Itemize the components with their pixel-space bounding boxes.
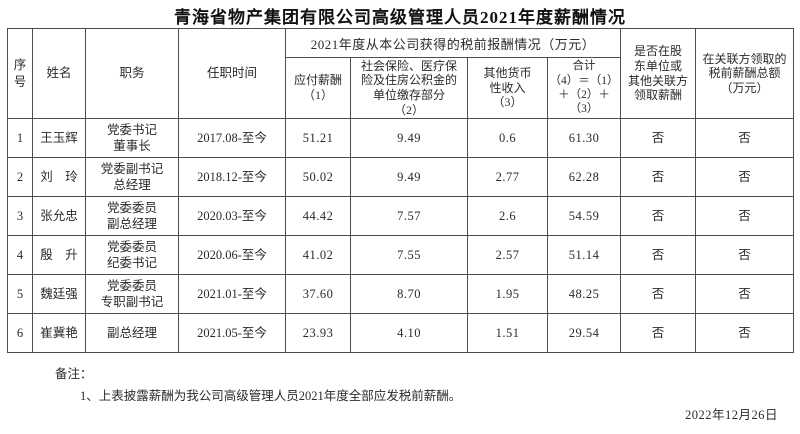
cell-insurance: 7.55 (350, 235, 468, 275)
cell-insurance: 9.49 (350, 118, 468, 158)
cell-other: 1.51 (467, 313, 548, 353)
col-header-total: 合计 （4）＝（1） ＋（2）＋ （3） (546, 57, 622, 119)
col-header-payable: 应付薪酬 （1） (285, 57, 351, 119)
cell-seq: 5 (7, 274, 33, 314)
note-item: 1、上表披露薪酬为我公司高级管理人员2021年度全部应发税前薪酬。 (80, 389, 462, 403)
cell-position: 副总经理 (85, 313, 179, 353)
cell-name: 崔冀艳 (32, 313, 86, 353)
table-row: 1 王玉辉 党委书记 董事长 2017.08-至今 51.21 9.49 0.6 61.30 否… (7, 118, 795, 158)
cell-total: 54.59 (546, 196, 622, 236)
cell-total: 51.14 (546, 235, 622, 275)
cell-seq: 3 (7, 196, 33, 236)
cell-name: 张允忠 (32, 196, 86, 236)
table-row: 5 魏廷强 党委委员 专职副书记 2021.01-至今 37.60 8.70 1.95 48.… (7, 274, 795, 314)
cell-flag: 否 (620, 196, 697, 236)
cell-tenure: 2017.08-至今 (178, 118, 286, 158)
cell-position: 党委书记 董事长 (85, 118, 179, 158)
cell-other: 2.6 (467, 196, 548, 236)
table-row: 3 张允忠 党委委员 副总经理 2020.03-至今 44.42 7.57 2.6 54.59… (7, 196, 795, 236)
cell-payable: 44.42 (285, 196, 351, 236)
cell-seq: 2 (7, 157, 33, 197)
cell-flag: 否 (620, 274, 697, 314)
cell-name: 王玉辉 (32, 118, 86, 158)
cell-tenure: 2021.01-至今 (178, 274, 286, 314)
notes-label: 备注： (55, 367, 93, 381)
cell-seq: 1 (7, 118, 33, 158)
cell-seq: 4 (7, 235, 33, 275)
cell-position: 党委委员 纪委书记 (85, 235, 179, 275)
cell-insurance: 4.10 (350, 313, 468, 353)
salary-table: 序 号 姓名 职务 任职时间 2021年度从本公司获得的税前报酬情况（万元） 是… (7, 28, 795, 353)
cell-flag: 否 (620, 157, 697, 197)
cell-position: 党委委员 专职副书记 (85, 274, 179, 314)
col-header-tenure: 任职时间 (178, 28, 286, 119)
cell-flag: 否 (620, 313, 697, 353)
cell-tenure: 2018.12-至今 (178, 157, 286, 197)
col-header-seq: 序 号 (7, 28, 33, 119)
cell-amount: 否 (695, 274, 795, 314)
cell-name: 刘 玲 (32, 157, 86, 197)
cell-tenure: 2020.06-至今 (178, 235, 286, 275)
cell-tenure: 2020.03-至今 (178, 196, 286, 236)
col-header-related-flag: 是否在股 东单位或 其他关联方 领取薪酬 (620, 28, 697, 119)
cell-insurance: 7.57 (350, 196, 468, 236)
cell-position: 党委副书记 总经理 (85, 157, 179, 197)
notes-section: 备注： 1、上表披露薪酬为我公司高级管理人员2021年度全部应发税前薪酬。 (0, 363, 800, 404)
salary-table-body: 1 王玉辉 党委书记 董事长 2017.08-至今 51.21 9.49 0.6 61.30 否… (7, 118, 795, 353)
cell-total: 61.30 (546, 118, 622, 158)
cell-amount: 否 (695, 235, 795, 275)
cell-insurance: 9.49 (350, 157, 468, 197)
page-title: 青海省物产集团有限公司高级管理人员2021年度薪酬情况 (174, 8, 626, 27)
col-header-name: 姓名 (32, 28, 86, 119)
cell-amount: 否 (695, 196, 795, 236)
cell-other: 2.57 (467, 235, 548, 275)
cell-amount: 否 (695, 157, 795, 197)
cell-flag: 否 (620, 118, 697, 158)
cell-other: 1.95 (467, 274, 548, 314)
cell-payable: 23.93 (285, 313, 351, 353)
col-header-related-amount: 在关联方领取的 税前薪酬总额 （万元） (695, 28, 795, 119)
cell-payable: 41.02 (285, 235, 351, 275)
col-header-position: 职务 (85, 28, 179, 119)
cell-position: 党委委员 副总经理 (85, 196, 179, 236)
cell-payable: 51.21 (285, 118, 351, 158)
cell-name: 魏廷强 (32, 274, 86, 314)
cell-total: 29.54 (546, 313, 622, 353)
cell-flag: 否 (620, 235, 697, 275)
cell-total: 62.28 (546, 157, 622, 197)
cell-name: 殷 升 (32, 235, 86, 275)
cell-total: 48.25 (546, 274, 622, 314)
col-header-other: 其他货币 性收入 （3） (467, 57, 548, 119)
cell-insurance: 8.70 (350, 274, 468, 314)
table-row: 6 崔冀艳 副总经理 2021.05-至今 23.93 4.10 1.51 29.54 否否 (7, 313, 795, 353)
cell-amount: 否 (695, 118, 795, 158)
col-header-insurance: 社会保险、医疗保 险及住房公积金的 单位缴存部分 （2） (350, 57, 468, 119)
cell-amount: 否 (695, 313, 795, 353)
cell-other: 2.77 (467, 157, 548, 197)
col-header-group: 2021年度从本公司获得的税前报酬情况（万元） (284, 28, 622, 58)
cell-tenure: 2021.05-至今 (178, 313, 286, 353)
cell-other: 0.6 (467, 118, 548, 158)
cell-seq: 6 (7, 313, 33, 353)
cell-payable: 37.60 (285, 274, 351, 314)
document-date: 2022年12月26日 (684, 408, 778, 422)
cell-payable: 50.02 (285, 157, 351, 197)
